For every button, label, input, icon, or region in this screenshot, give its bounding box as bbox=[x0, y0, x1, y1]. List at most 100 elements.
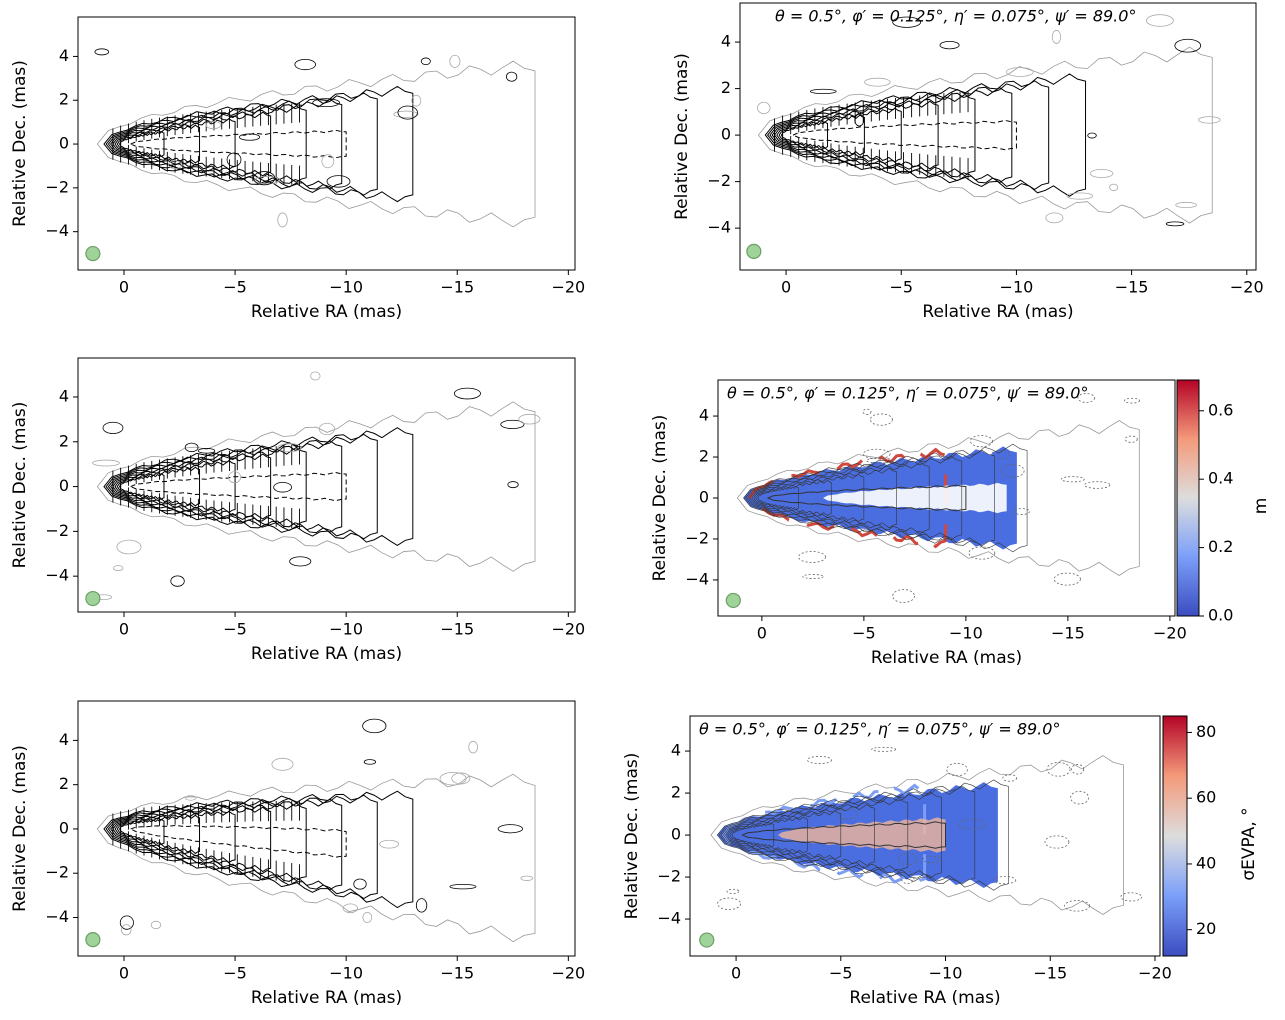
island-contour bbox=[397, 105, 418, 120]
island-contour bbox=[806, 755, 833, 764]
y-tick-label: 0 bbox=[59, 134, 69, 153]
x-tick-label: −15 bbox=[1033, 964, 1067, 983]
island-contour bbox=[184, 442, 199, 453]
y-tick-label: −2 bbox=[45, 521, 69, 540]
colorbar bbox=[1176, 379, 1200, 617]
island-contour bbox=[116, 539, 142, 555]
outer-contour bbox=[757, 46, 1213, 224]
island-contour bbox=[900, 870, 915, 885]
contour bbox=[747, 455, 963, 541]
island-contour bbox=[363, 759, 376, 765]
plot-area bbox=[725, 393, 1141, 609]
beam bbox=[725, 592, 741, 609]
annotation: θ = 0.5°, φ′ = 0.125°, η′ = 0.075°, ψ′ =… bbox=[727, 384, 1088, 403]
island-contour bbox=[415, 898, 428, 913]
island-contour bbox=[353, 878, 367, 890]
contour bbox=[766, 484, 967, 512]
y-tick-label: −4 bbox=[45, 221, 69, 240]
island-contour bbox=[1145, 14, 1174, 27]
island-contour bbox=[239, 133, 261, 141]
island-contour bbox=[1077, 393, 1096, 403]
x-tick-label: −15 bbox=[440, 964, 474, 983]
y-tick-label: 4 bbox=[59, 46, 69, 65]
island-contour bbox=[1087, 132, 1097, 139]
island-contour bbox=[1051, 30, 1062, 44]
contour bbox=[118, 818, 165, 846]
y-axis-label: Relative Dec. (mas) bbox=[650, 415, 670, 582]
contour bbox=[753, 473, 865, 523]
island-contour bbox=[273, 482, 292, 493]
island-contour bbox=[451, 772, 471, 785]
island-contour bbox=[1165, 221, 1185, 227]
island-contour bbox=[1124, 397, 1141, 404]
x-axis-label: Relative RA (mas) bbox=[251, 988, 402, 1008]
contour bbox=[114, 118, 236, 170]
island-contour bbox=[411, 94, 422, 107]
annotation: θ = 0.5°, φ′ = 0.125°, η′ = 0.075°, ψ′ =… bbox=[699, 720, 1060, 739]
island-contour bbox=[500, 419, 525, 430]
island-contour bbox=[968, 546, 996, 560]
island-contour bbox=[253, 171, 276, 186]
plot-area bbox=[85, 371, 541, 607]
x-axis-label: Relative RA (mas) bbox=[849, 988, 1000, 1008]
colorbar-label: m bbox=[1251, 498, 1271, 515]
contour bbox=[741, 821, 947, 849]
island-contour bbox=[837, 808, 858, 820]
contour bbox=[757, 485, 799, 511]
y-tick-label: −4 bbox=[45, 907, 69, 926]
y-tick-label: 4 bbox=[699, 406, 709, 425]
island-contour bbox=[1044, 835, 1070, 849]
axes-frame bbox=[689, 715, 1161, 957]
island-contour bbox=[1070, 790, 1089, 805]
colorbar-tick-label: 0.2 bbox=[1208, 537, 1233, 556]
colorbar-tick-label: 40 bbox=[1196, 853, 1216, 872]
x-axis-label: Relative RA (mas) bbox=[922, 302, 1073, 322]
y-tick-label: 2 bbox=[59, 431, 69, 450]
beam bbox=[699, 932, 715, 948]
island-contour bbox=[277, 443, 302, 453]
contour bbox=[103, 427, 414, 547]
contour bbox=[107, 98, 343, 190]
contour bbox=[751, 467, 897, 529]
contour bbox=[118, 130, 165, 158]
x-tick-label: −20 bbox=[1138, 964, 1172, 983]
x-tick-label: −15 bbox=[440, 278, 474, 297]
x-tick-label: 0 bbox=[731, 964, 741, 983]
x-tick-label: −5 bbox=[223, 620, 247, 639]
island-contour bbox=[922, 855, 942, 864]
y-tick-label: −4 bbox=[657, 909, 681, 928]
island-contour bbox=[289, 556, 312, 567]
colorbar-tick-label: 0.4 bbox=[1208, 469, 1233, 488]
x-axis-label: Relative RA (mas) bbox=[871, 648, 1022, 668]
y-tick-label: −2 bbox=[707, 171, 731, 190]
plot-area bbox=[746, 14, 1221, 259]
island-contour bbox=[185, 795, 197, 801]
island-contour bbox=[1005, 67, 1034, 77]
island-contour bbox=[94, 48, 110, 56]
island-contour bbox=[1198, 116, 1221, 124]
contour bbox=[114, 810, 236, 864]
island-contour bbox=[726, 888, 740, 894]
island-contour bbox=[170, 575, 185, 587]
island-contour bbox=[1045, 212, 1064, 224]
beam bbox=[85, 932, 101, 948]
island-contour bbox=[862, 448, 891, 460]
island-contour bbox=[294, 58, 316, 71]
contour bbox=[118, 473, 165, 500]
y-tick-label: 0 bbox=[721, 125, 731, 144]
contour bbox=[129, 129, 347, 159]
x-tick-label: −10 bbox=[329, 964, 363, 983]
island-contour bbox=[120, 924, 132, 936]
contour bbox=[780, 121, 829, 149]
x-tick-label: 0 bbox=[757, 624, 767, 643]
island-contour bbox=[854, 113, 865, 127]
contour bbox=[107, 440, 343, 533]
x-tick-label: 0 bbox=[781, 278, 791, 297]
y-tick-label: 2 bbox=[59, 90, 69, 109]
outer-contour bbox=[96, 773, 536, 943]
annotation: θ = 0.5°, φ′ = 0.125°, η′ = 0.075°, ψ′ =… bbox=[775, 7, 1136, 26]
x-tick-label: −20 bbox=[551, 964, 585, 983]
island-contour bbox=[453, 387, 481, 400]
